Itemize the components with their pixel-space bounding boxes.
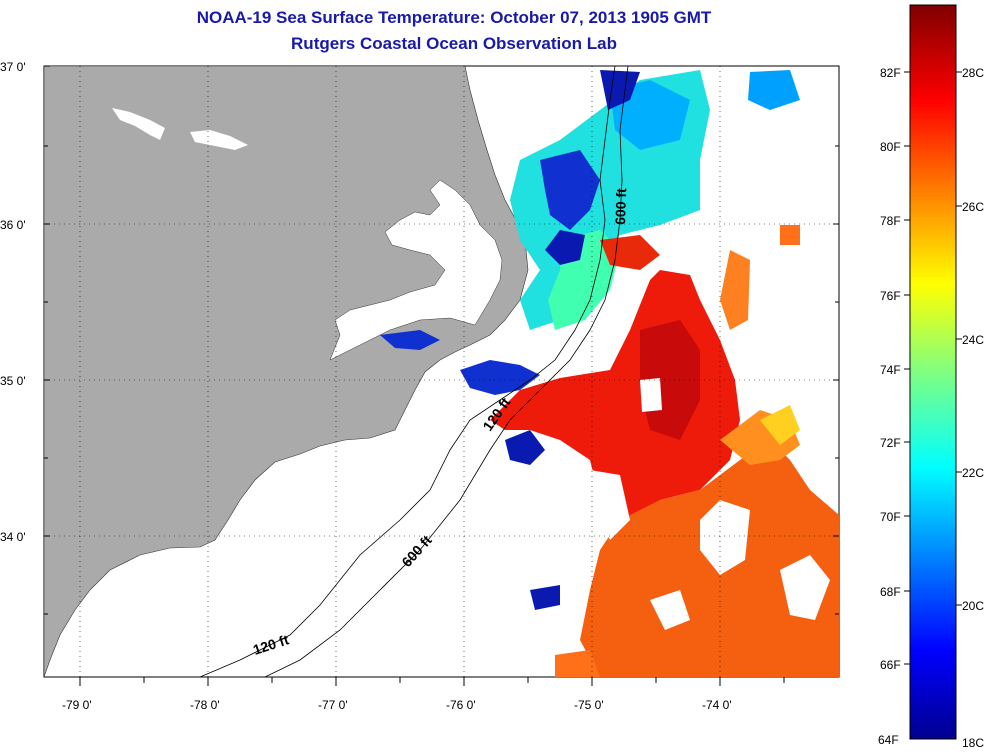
- axis-ticks: [44, 65, 839, 686]
- isobath-120ft: [199, 66, 616, 677]
- lon-label-78: -78 0': [190, 698, 220, 712]
- lat-label-34: 34 0': [0, 530, 26, 544]
- inland-lake-2: [190, 130, 248, 150]
- sst-data-layer: [380, 70, 839, 677]
- colorbar-label-24c: 24C: [962, 333, 985, 347]
- map-title: NOAA-19 Sea Surface Temperature: October…: [196, 8, 712, 27]
- colorbar-label-66f: 66F: [880, 658, 901, 672]
- colorbar-label-20c: 20C: [962, 599, 985, 613]
- colorbar-label-72f: 72F: [880, 436, 901, 450]
- colorbar-label-80f: 80F: [880, 140, 901, 154]
- colorbar-label-22c: 22C: [962, 466, 985, 480]
- lat-label-35: 35 0': [0, 374, 26, 388]
- colorbar-label-28c: 28C: [962, 66, 985, 80]
- graticule: [44, 66, 839, 677]
- pamlico-sound: [329, 179, 503, 361]
- lon-label-79: -79 0': [62, 698, 92, 712]
- lon-label-75: -75 0': [574, 698, 604, 712]
- colorbar-label-82f: 82F: [880, 66, 901, 80]
- lon-label-74: -74 0': [702, 698, 732, 712]
- colorbar-label-26c: 26C: [962, 200, 985, 214]
- colorbar-label-76f: 76F: [880, 289, 901, 303]
- isobath-600ft: [264, 66, 629, 677]
- lat-label-36: 36 0': [0, 218, 26, 232]
- map-subtitle: Rutgers Coastal Ocean Observation Lab: [291, 34, 617, 53]
- lon-label-76: -76 0': [446, 698, 476, 712]
- colorbar-ticks: [904, 71, 962, 665]
- inland-lake: [112, 108, 165, 140]
- colorbar: [909, 4, 957, 740]
- lat-label-37: 37 0': [0, 60, 26, 74]
- isobath-label-600ft-north: 600 ft: [612, 188, 629, 225]
- colorbar-label-74f: 74F: [880, 363, 901, 377]
- colorbar-label-64f: 64F: [878, 733, 899, 747]
- colorbar-label-70f: 70F: [880, 510, 901, 524]
- lon-label-77: -77 0': [318, 698, 348, 712]
- colorbar-label-68f: 68F: [880, 585, 901, 599]
- colorbar-label-18c: 18C: [962, 736, 985, 750]
- colorbar-label-78f: 78F: [880, 214, 901, 228]
